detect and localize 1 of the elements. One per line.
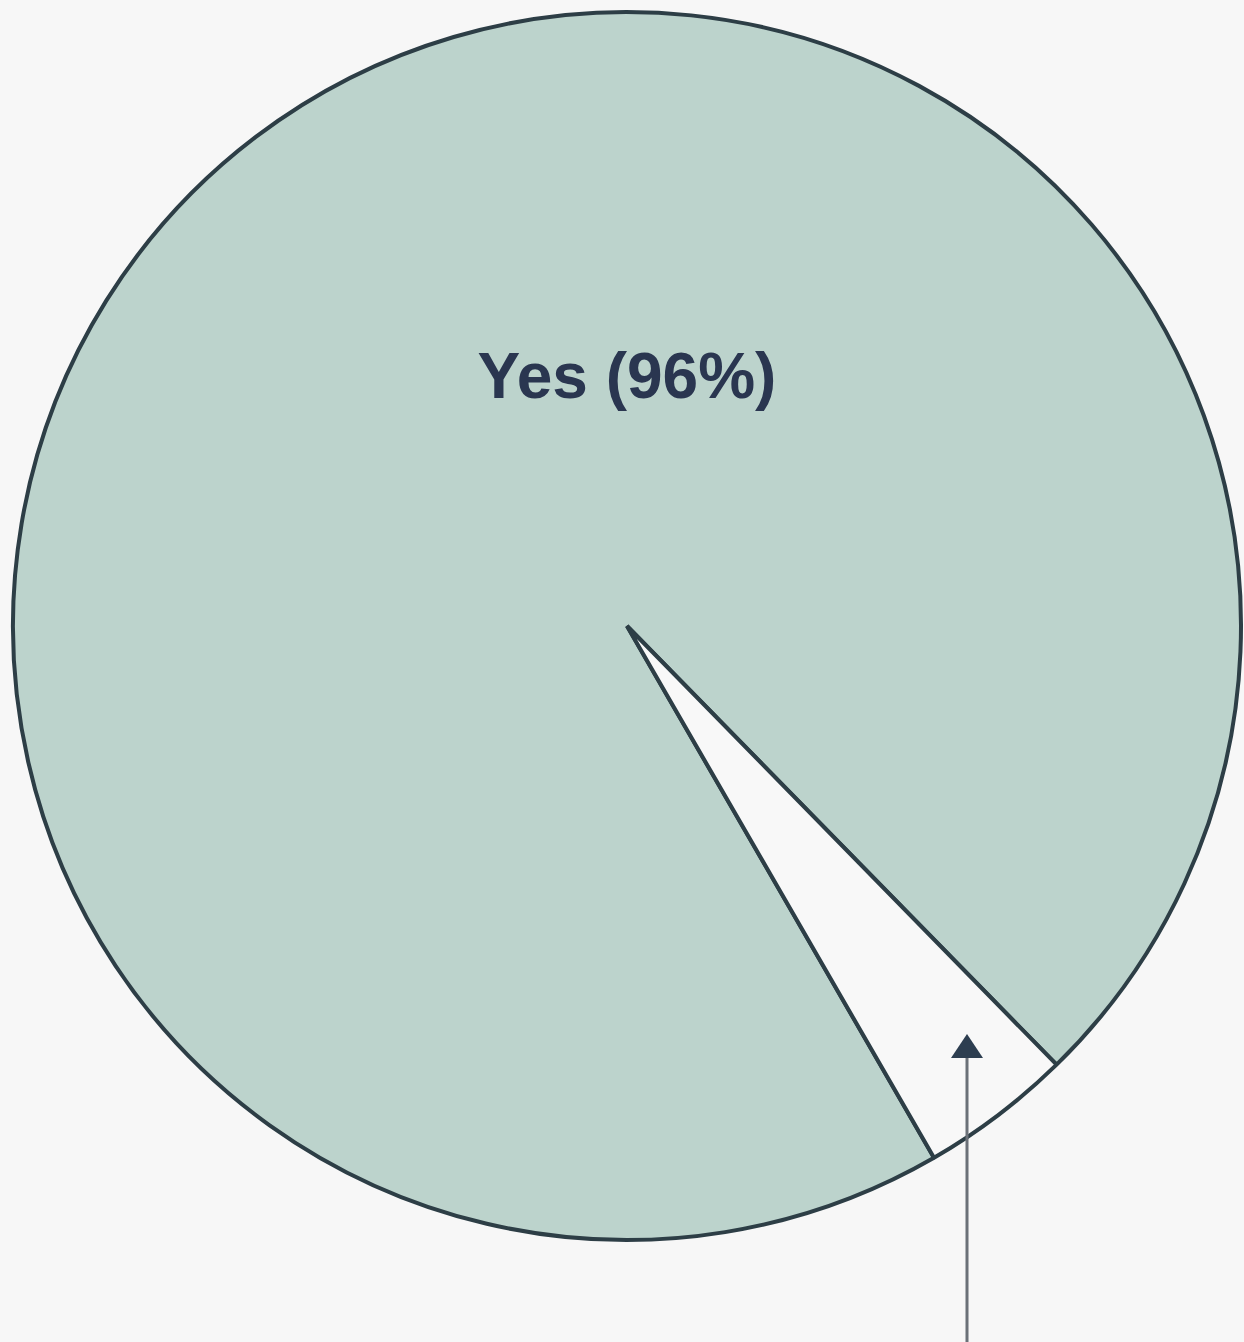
slice-label: Yes (96%) xyxy=(477,340,777,413)
